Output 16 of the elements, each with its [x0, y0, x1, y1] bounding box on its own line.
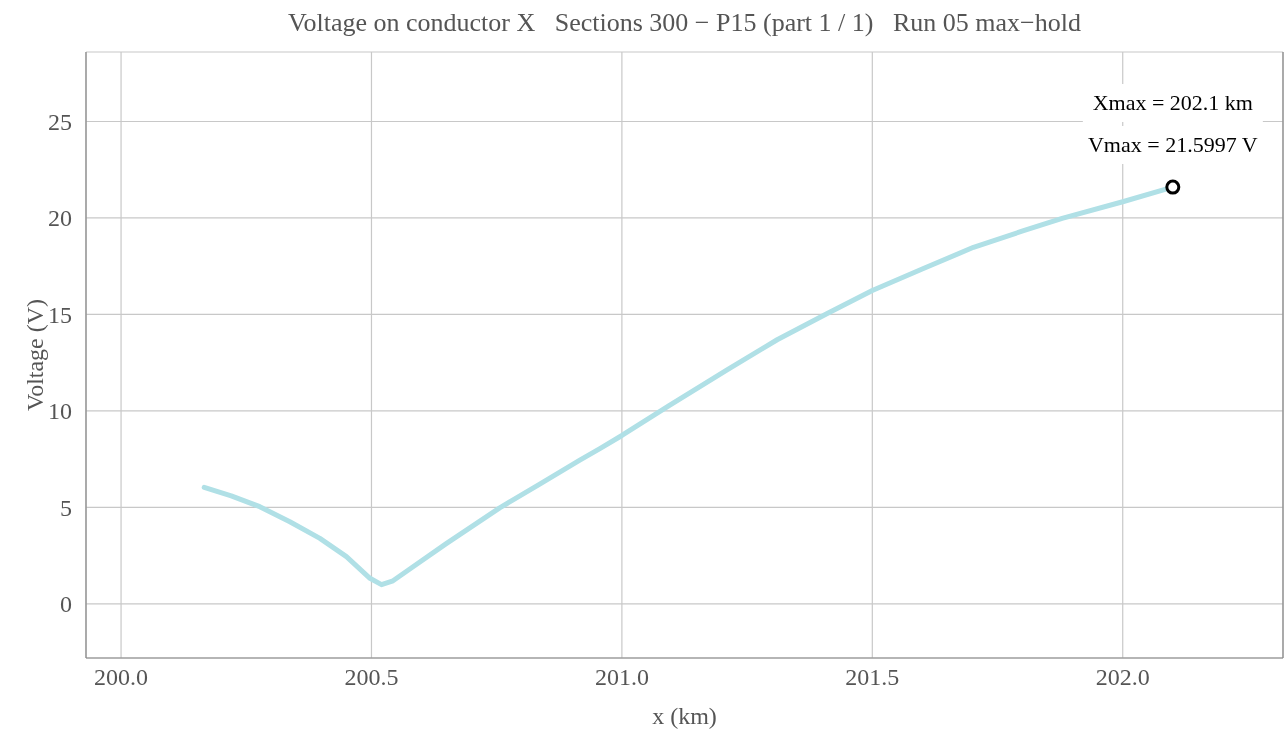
x-tick-label: 201.5: [845, 664, 900, 691]
x-tick-label: 201.0: [594, 664, 649, 691]
annotation: Vmax = 21.5997 V: [1077, 126, 1268, 165]
x-tick-label: 200.0: [94, 664, 149, 691]
chart-title: Voltage on conductor X Sections 300 − P15 (part 1 / 1) Run 05 max−hold: [287, 8, 1082, 38]
y-tick-label: 5: [60, 494, 72, 521]
x-tick-label: 202.0: [1095, 664, 1150, 691]
x-axis-title: x (km): [651, 702, 718, 730]
x-tick-label: 200.5: [344, 664, 399, 691]
y-tick-label: 20: [48, 205, 72, 232]
y-axis-title: Voltage (V): [21, 298, 49, 412]
y-tick-label: 25: [48, 109, 72, 135]
annotation: Xmax = 202.1 km: [1082, 84, 1263, 123]
y-tick-label: 0: [60, 591, 72, 618]
y-tick-label: 15: [48, 301, 72, 328]
y-tick-label: 10: [48, 398, 72, 425]
